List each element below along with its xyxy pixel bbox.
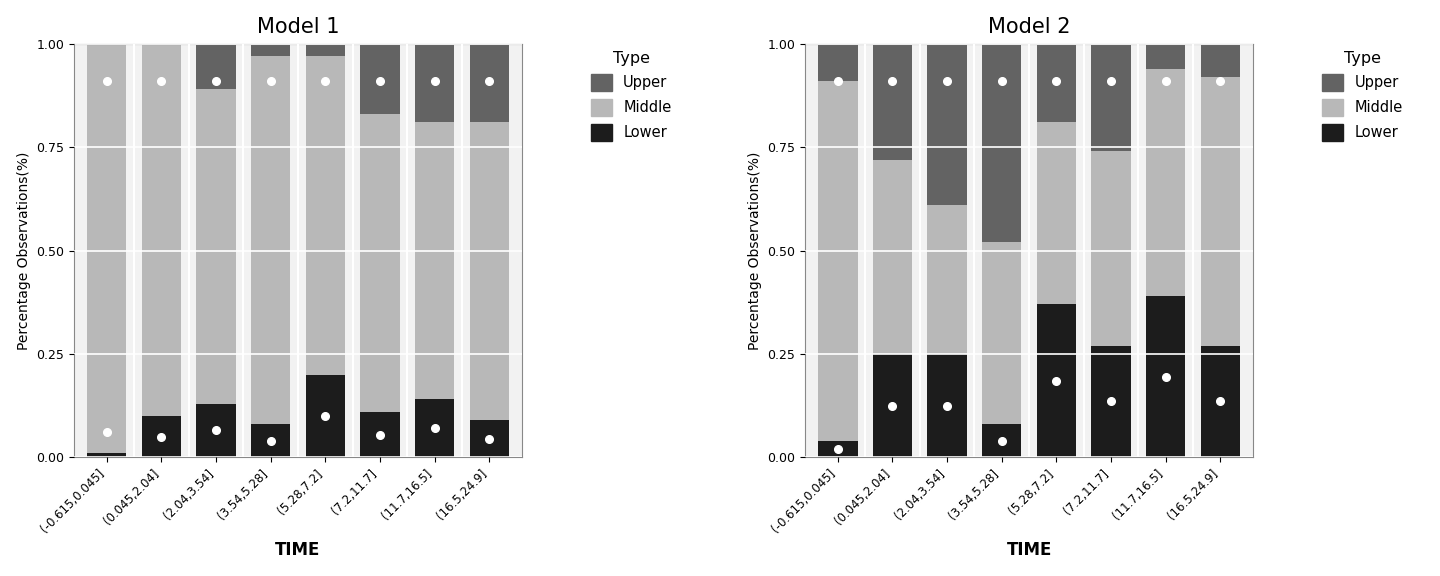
Bar: [251, 56, 291, 424]
Bar: [1146, 296, 1185, 457]
X-axis label: TIME: TIME: [1007, 541, 1051, 559]
Bar: [818, 441, 857, 457]
Bar: [196, 404, 236, 457]
Title: Model 1: Model 1: [256, 17, 340, 37]
Bar: [305, 44, 346, 56]
Bar: [360, 44, 399, 114]
Legend: Upper, Middle, Lower: Upper, Middle, Lower: [1322, 51, 1403, 141]
Y-axis label: Percentage Observations(%): Percentage Observations(%): [747, 151, 762, 350]
Bar: [1201, 346, 1240, 457]
Bar: [982, 242, 1021, 424]
Bar: [360, 412, 399, 457]
Bar: [415, 122, 454, 399]
Bar: [982, 44, 1021, 242]
Bar: [1092, 44, 1130, 151]
Bar: [469, 420, 508, 457]
Bar: [196, 44, 236, 89]
Bar: [1092, 151, 1130, 346]
Bar: [305, 374, 346, 457]
Title: Model 2: Model 2: [988, 17, 1070, 37]
Bar: [86, 44, 127, 453]
Bar: [927, 44, 966, 205]
Bar: [1146, 69, 1185, 296]
Bar: [1146, 44, 1185, 69]
Bar: [141, 416, 181, 457]
Bar: [305, 56, 346, 374]
Bar: [1037, 122, 1076, 304]
Bar: [415, 44, 454, 122]
Bar: [196, 89, 236, 404]
Bar: [873, 44, 912, 160]
Bar: [1201, 44, 1240, 77]
Bar: [469, 44, 508, 122]
Bar: [927, 354, 966, 457]
Bar: [818, 44, 857, 81]
Y-axis label: Percentage Observations(%): Percentage Observations(%): [17, 151, 30, 350]
Bar: [1037, 44, 1076, 122]
Bar: [927, 205, 966, 354]
Bar: [469, 122, 508, 420]
Bar: [251, 424, 291, 457]
Bar: [360, 114, 399, 412]
Legend: Upper, Middle, Lower: Upper, Middle, Lower: [592, 51, 671, 141]
Bar: [1037, 304, 1076, 457]
X-axis label: TIME: TIME: [275, 541, 321, 559]
Bar: [873, 160, 912, 354]
Bar: [251, 44, 291, 56]
Bar: [982, 424, 1021, 457]
Bar: [1201, 77, 1240, 346]
Bar: [818, 81, 857, 441]
Bar: [1092, 346, 1130, 457]
Bar: [873, 354, 912, 457]
Bar: [415, 399, 454, 457]
Bar: [141, 44, 181, 416]
Bar: [86, 453, 127, 457]
